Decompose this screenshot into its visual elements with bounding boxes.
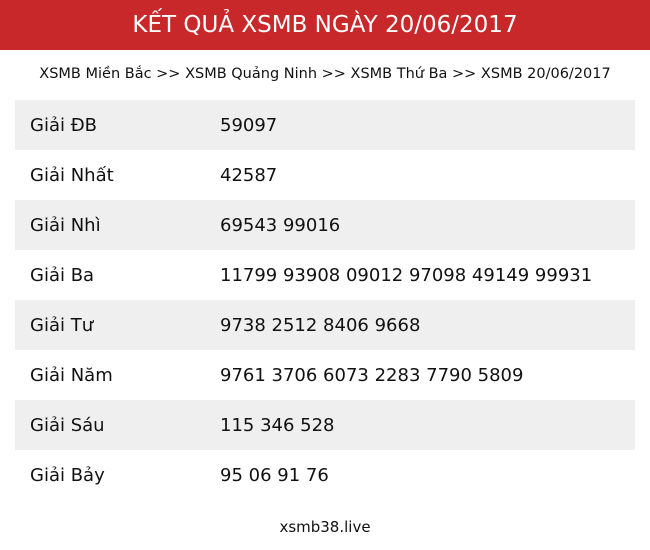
prize-label: Giải Năm <box>30 364 113 386</box>
prize-label: Giải Sáu <box>30 414 105 436</box>
prize-value: 42587 <box>220 164 278 186</box>
prize-label: Giải Nhất <box>30 164 114 186</box>
prize-label: Giải Nhì <box>30 214 101 236</box>
prize-value: 11799 93908 09012 97098 49149 99931 <box>220 264 593 286</box>
table-row: Giải Sáu 115 346 528 <box>15 400 635 450</box>
page-title: KẾT QUẢ XSMB NGÀY 20/06/2017 <box>132 12 518 38</box>
prize-value: 9738 2512 8406 9668 <box>220 314 421 336</box>
prize-value: 115 346 528 <box>220 414 335 436</box>
prize-label: Giải Tư <box>30 314 94 336</box>
table-row: Giải Tư 9738 2512 8406 9668 <box>15 300 635 350</box>
prize-value: 9761 3706 6073 2283 7790 5809 <box>220 364 524 386</box>
table-row: Giải Bảy 95 06 91 76 <box>15 450 635 500</box>
prize-label: Giải Ba <box>30 264 95 286</box>
table-row: Giải ĐB 59097 <box>15 100 635 150</box>
prize-label: Giải Bảy <box>30 464 105 486</box>
table-row: Giải Năm 9761 3706 6073 2283 7790 5809 <box>15 350 635 400</box>
table-row: Giải Ba 11799 93908 09012 97098 49149 999… <box>15 250 635 300</box>
results-table: Giải ĐB 59097 Giải Nhất 42587 Giải Nhì 6954… <box>15 100 635 500</box>
breadcrumb[interactable]: XSMB Miền Bắc >> XSMB Quảng Ninh >> XSMB… <box>39 66 611 82</box>
prize-value: 95 06 91 76 <box>220 464 329 486</box>
table-row: Giải Nhì 69543 99016 <box>15 200 635 250</box>
page-header: KẾT QUẢ XSMB NGÀY 20/06/2017 <box>0 0 650 50</box>
prize-value: 69543 99016 <box>220 214 341 236</box>
prize-value: 59097 <box>220 114 278 136</box>
site-footer[interactable]: xsmb38.live <box>279 518 371 536</box>
prize-label: Giải ĐB <box>30 114 97 136</box>
table-row: Giải Nhất 42587 <box>15 150 635 200</box>
